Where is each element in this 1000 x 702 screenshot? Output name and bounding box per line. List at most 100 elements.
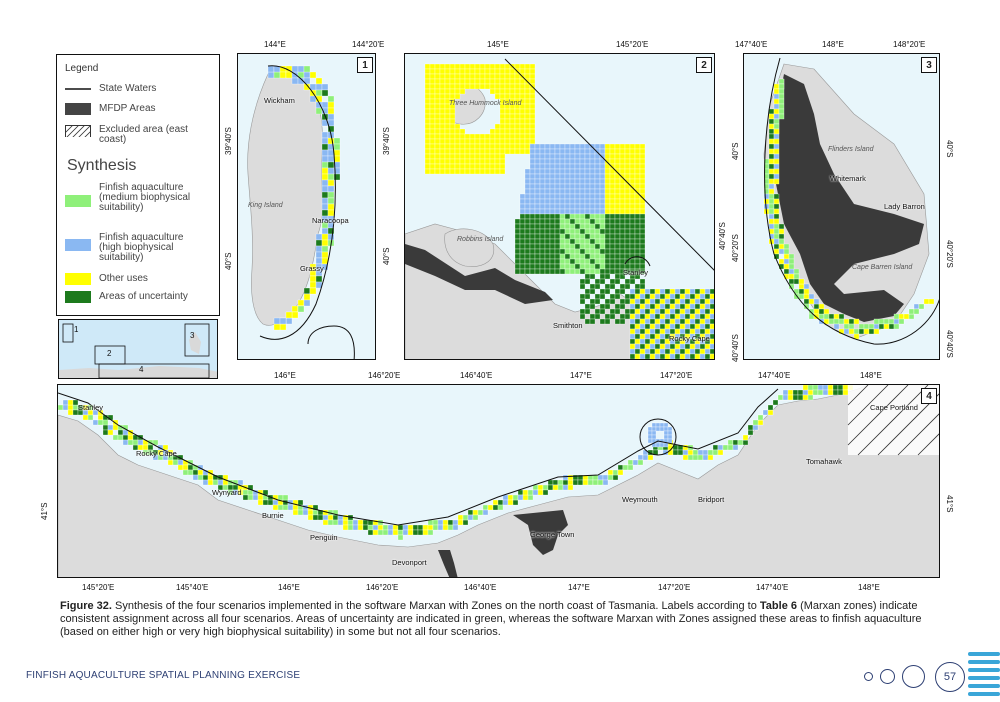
zone-cell bbox=[604, 143, 611, 150]
zone-cell bbox=[492, 504, 499, 511]
zone-cell bbox=[529, 203, 536, 210]
zone-cell bbox=[352, 524, 359, 531]
zone-cell bbox=[554, 233, 561, 240]
zone-cell bbox=[773, 163, 780, 170]
zone-cell bbox=[599, 163, 606, 170]
zone-cell bbox=[499, 163, 506, 170]
zone-cell bbox=[424, 138, 431, 145]
other-swatch bbox=[65, 273, 91, 285]
zone-cell bbox=[569, 203, 576, 210]
zone-cell bbox=[768, 218, 775, 225]
zone-cell bbox=[107, 424, 114, 431]
zone-cell bbox=[579, 188, 586, 195]
zone-cell bbox=[474, 138, 481, 145]
zone-cell bbox=[639, 298, 646, 305]
zone-cell bbox=[402, 524, 409, 531]
zone-cell bbox=[321, 137, 329, 145]
zone-cell bbox=[519, 213, 526, 220]
zone-cell bbox=[883, 318, 890, 325]
zone-cell bbox=[564, 148, 571, 155]
zone-cell bbox=[682, 454, 689, 461]
zone-cell bbox=[704, 343, 711, 350]
zone-cell bbox=[674, 288, 681, 295]
zone-cell bbox=[449, 118, 456, 125]
zone-cell bbox=[514, 123, 521, 130]
zone-cell bbox=[634, 208, 641, 215]
zone-cell bbox=[923, 298, 930, 305]
zone-cell bbox=[589, 158, 596, 165]
zone-cell bbox=[484, 68, 491, 75]
zone-cell bbox=[454, 153, 461, 160]
zone-cell bbox=[639, 203, 646, 210]
zone-cell bbox=[509, 68, 516, 75]
zone-cell bbox=[534, 243, 541, 250]
zone-cell bbox=[559, 168, 566, 175]
zone-cell bbox=[564, 258, 571, 265]
zone-cell bbox=[529, 68, 536, 75]
zone-cell bbox=[392, 529, 399, 536]
zone-cell bbox=[817, 385, 824, 391]
zone-cell bbox=[424, 78, 431, 85]
zone-cell bbox=[429, 78, 436, 85]
zone-cell bbox=[479, 148, 486, 155]
zone-cell bbox=[569, 268, 576, 275]
zone-cell bbox=[554, 243, 561, 250]
island-three-hummock: Three Hummock Island bbox=[449, 100, 521, 107]
zone-cell bbox=[614, 183, 621, 190]
zone-cell bbox=[554, 148, 561, 155]
zone-cell bbox=[659, 333, 666, 340]
place-burnie: Burnie bbox=[262, 511, 284, 520]
zone-cell bbox=[709, 343, 714, 350]
zone-cell bbox=[589, 298, 596, 305]
decorative-circle-icon bbox=[902, 665, 925, 688]
zone-cell bbox=[464, 148, 471, 155]
zone-cell bbox=[619, 253, 626, 260]
zone-cell bbox=[659, 288, 666, 295]
zone-cell bbox=[367, 524, 374, 531]
zone-cell bbox=[632, 459, 639, 466]
zone-cell bbox=[484, 153, 491, 160]
zone-cell bbox=[803, 283, 810, 290]
zone-cell bbox=[639, 143, 646, 150]
zone-cell bbox=[464, 78, 471, 85]
zone-cell bbox=[559, 153, 566, 160]
zone-cell bbox=[469, 68, 476, 75]
zone-cell bbox=[347, 524, 354, 531]
zone-cell bbox=[634, 308, 641, 315]
zone-cell bbox=[459, 73, 466, 80]
zone-cell bbox=[639, 313, 646, 320]
zone-cell bbox=[449, 168, 456, 175]
zone-cell bbox=[639, 223, 646, 230]
p3-top-tick: 148°20'E bbox=[893, 40, 926, 49]
zone-cell bbox=[614, 188, 621, 195]
zone-cell bbox=[212, 479, 219, 486]
p4-right-tick: 41°S bbox=[945, 495, 954, 513]
zone-cell bbox=[519, 128, 526, 135]
zone-cell bbox=[544, 143, 551, 150]
zone-cell bbox=[604, 298, 611, 305]
zone-cell bbox=[279, 317, 287, 325]
panel-1-king-island-map: 1 Wickham Naracoopa Grassy King Island bbox=[237, 53, 376, 360]
zone-cell bbox=[514, 113, 521, 120]
zone-cell bbox=[559, 148, 566, 155]
zone-cell bbox=[684, 323, 691, 330]
zone-cell bbox=[434, 128, 441, 135]
zone-cell bbox=[439, 78, 446, 85]
zone-cell bbox=[674, 348, 681, 355]
zone-cell bbox=[609, 228, 616, 235]
zone-cell bbox=[424, 143, 431, 150]
zone-cell bbox=[539, 243, 546, 250]
zone-cell bbox=[918, 303, 925, 310]
zone-cell bbox=[499, 73, 506, 80]
zone-cell bbox=[604, 188, 611, 195]
zone-cell bbox=[524, 173, 531, 180]
zone-cell bbox=[152, 439, 159, 446]
zone-cell bbox=[634, 228, 641, 235]
zone-cell bbox=[504, 128, 511, 135]
zone-cell bbox=[532, 489, 539, 496]
zone-cell bbox=[499, 83, 506, 90]
zone-cell bbox=[514, 148, 521, 155]
zone-cell bbox=[637, 459, 644, 466]
zone-cell bbox=[768, 188, 775, 195]
zone-cell bbox=[449, 83, 456, 90]
